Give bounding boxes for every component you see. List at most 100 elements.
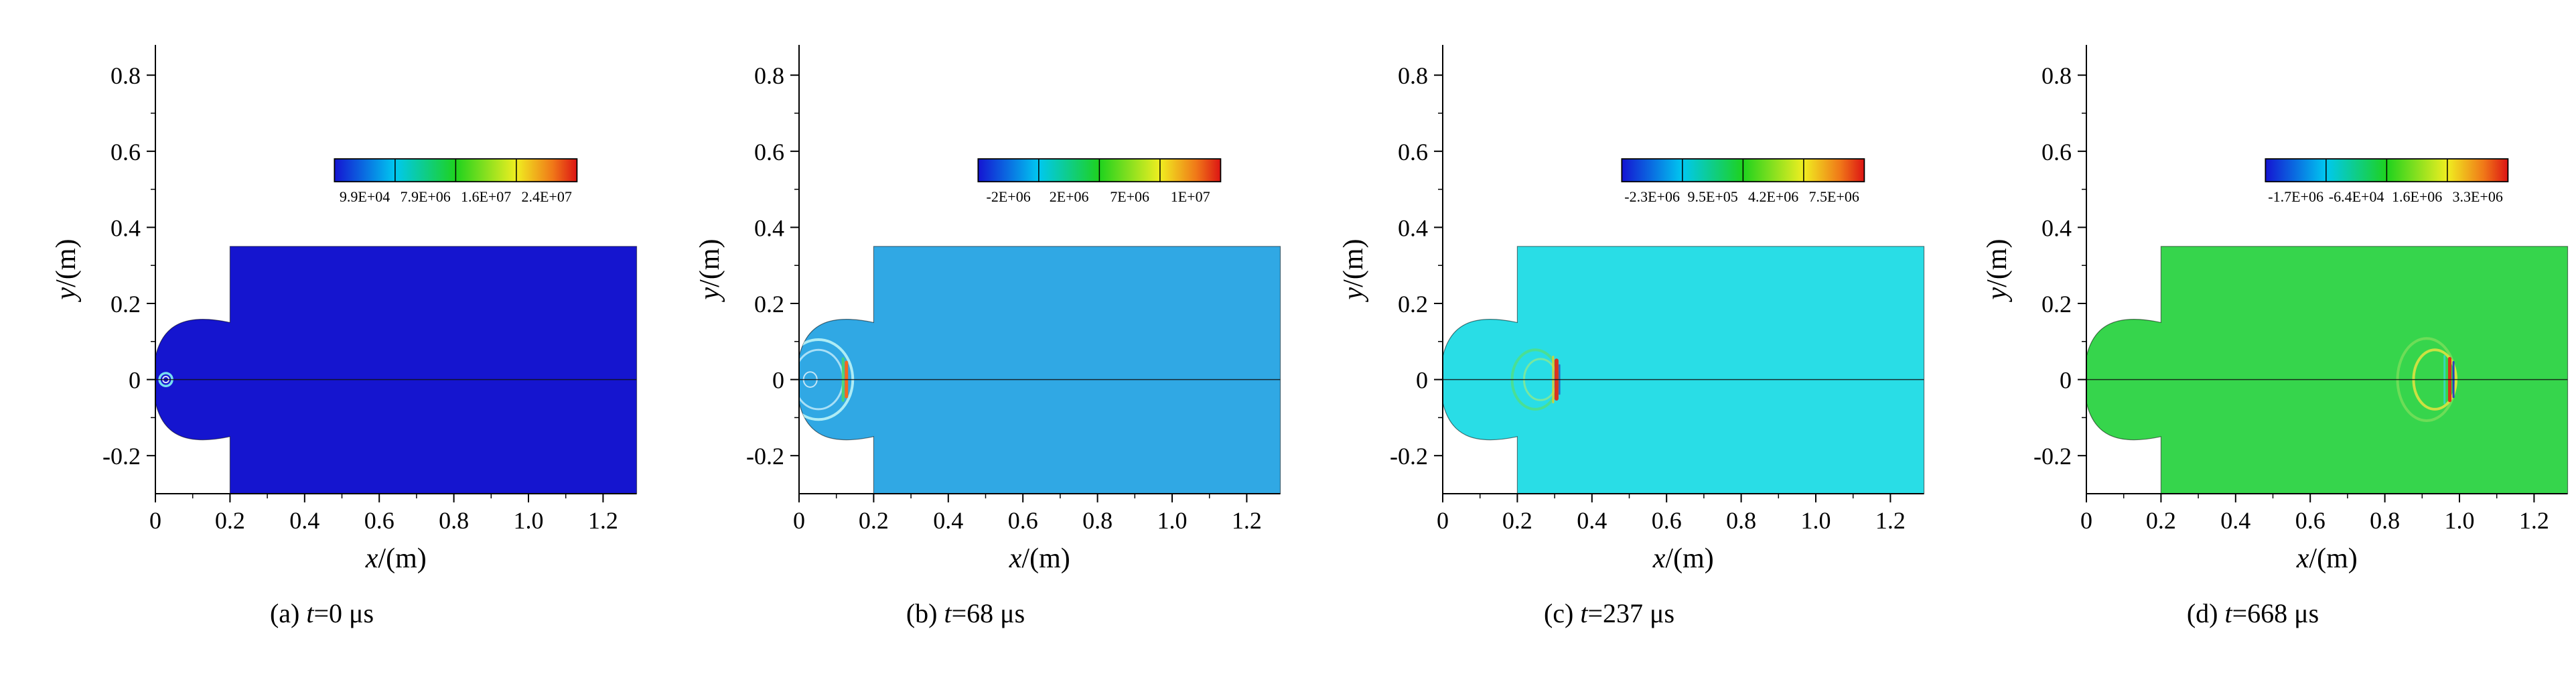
- panel-d: 0 0.2 0.4 0.6 0.8 1.0 1.2 -0.2 0 0.2 0.4 0.6 0.8 x/(m…: [1931, 0, 2575, 629]
- panel-a: 0 0.2 0.4 0.6 0.8 1.0 1.2 -0.2 0 0.2 0.4 0.6 0.8 x/(m…: [0, 0, 644, 629]
- colorbar-tick-label: -2.3E+06: [1624, 188, 1680, 205]
- y-tick-label: 0.8: [111, 62, 141, 89]
- contour-plot-b: 0 0.2 0.4 0.6 0.8 1.0 1.2 -0.2 0 0.2 0.4 0.6 0.8 x/(m…: [695, 45, 1281, 574]
- y-tick-label: 0: [129, 367, 141, 394]
- x-axis-label: x/(m): [1009, 543, 1070, 574]
- y-tick-label: 0.8: [754, 62, 784, 89]
- x-tick-label: 0.6: [1008, 507, 1038, 534]
- x-tick-label: 0.4: [933, 507, 963, 534]
- x-tick-label: 1.0: [1801, 507, 1831, 534]
- colorbar-tick-label: 1.6E+07: [461, 188, 511, 205]
- colorbar-tick-label: 2.4E+07: [521, 188, 571, 205]
- panel-b: 0 0.2 0.4 0.6 0.8 1.0 1.2 -0.2 0 0.2 0.4 0.6 0.8 x/(m…: [644, 0, 1287, 629]
- x-tick-label: 1.2: [2519, 507, 2549, 534]
- y-tick-label: -0.2: [2033, 443, 2072, 470]
- axes: [2086, 45, 2568, 494]
- axes: [798, 45, 1281, 494]
- colorbar: -2E+06 2E+06 7E+06 1E+07: [977, 158, 1222, 205]
- y-tick-label: 0.8: [1398, 62, 1428, 89]
- panel-caption: (a) t=0 μs: [269, 598, 374, 628]
- x-tick-label: 0.2: [859, 507, 889, 534]
- colorbar-tick-label: 7.9E+06: [400, 188, 450, 205]
- x-tick-label: 1.0: [2445, 507, 2475, 534]
- y-axis-label: y/(m): [1338, 239, 1369, 303]
- y-tick-label: 0: [1416, 367, 1428, 394]
- axes: [1442, 45, 1924, 494]
- wave-features: [2086, 337, 2568, 422]
- colorbar-tick-label: -1.7E+06: [2268, 188, 2323, 205]
- axes: [155, 45, 637, 494]
- panel-caption: (c) t=237 μs: [1543, 598, 1675, 628]
- x-tick-label: 1.2: [1232, 507, 1262, 534]
- x-tick-label: 0.8: [1726, 507, 1756, 534]
- colorbar-tick-label: -2E+06: [987, 188, 1031, 205]
- x-tick-label: 0.8: [439, 507, 469, 534]
- x-tick-label: 0.2: [215, 507, 245, 534]
- y-axis-label: y/(m): [51, 239, 82, 303]
- simulation-domain: [798, 246, 1281, 494]
- colorbar-tick-label: 4.2E+06: [1748, 188, 1798, 205]
- x-tick-label: 0.4: [1577, 507, 1607, 534]
- colorbar-tick-label: 9.5E+05: [1687, 188, 1737, 205]
- x-tick-label: 1.0: [1157, 507, 1188, 534]
- x-tick-label: 1.2: [1875, 507, 1906, 534]
- y-tick-label: 0.2: [1398, 291, 1428, 318]
- y-tick-label: 0.4: [111, 214, 141, 241]
- x-tick-label: 0.6: [364, 507, 395, 534]
- y-axis-label: y/(m): [695, 239, 725, 303]
- colorbar-tick-label: 9.9E+04: [340, 188, 390, 205]
- x-tick-label: 1.0: [514, 507, 544, 534]
- colorbar: 9.9E+04 7.9E+06 1.6E+07 2.4E+07: [334, 158, 578, 205]
- y-tick-label: 0.6: [754, 139, 784, 165]
- x-tick-label: 0.8: [1082, 507, 1113, 534]
- y-tick-label: -0.2: [102, 443, 141, 470]
- y-tick-label: -0.2: [746, 443, 784, 470]
- x-axis-label: x/(m): [365, 543, 427, 574]
- x-tick-label: 0: [793, 507, 805, 534]
- x-tick-label: 0: [1437, 507, 1449, 534]
- x-tick-label: 0.8: [2370, 507, 2400, 534]
- colorbar-tick-label: -6.4E+04: [2329, 188, 2384, 205]
- contour-plot-d: 0 0.2 0.4 0.6 0.8 1.0 1.2 -0.2 0 0.2 0.4 0.6 0.8 x/(m…: [1982, 45, 2569, 574]
- wave-features: [1443, 348, 1924, 411]
- y-tick-label: 0.4: [1398, 214, 1428, 241]
- y-tick-label: 0: [772, 367, 784, 394]
- y-tick-label: 0.2: [111, 291, 141, 318]
- x-tick-label: 0.2: [1502, 507, 1532, 534]
- panel-caption: (d) t=668 μs: [2186, 598, 2319, 628]
- x-tick-label: 0.4: [289, 507, 319, 534]
- panel-c: 0 0.2 0.4 0.6 0.8 1.0 1.2 -0.2 0 0.2 0.4 0.6 0.8 x/(m…: [1287, 0, 1931, 629]
- wave-features: [155, 372, 637, 388]
- x-tick-label: 0.6: [2295, 507, 2325, 534]
- x-tick-label: 0.4: [2220, 507, 2250, 534]
- x-tick-label: 1.2: [588, 507, 618, 534]
- colorbar-tick-label: 1.6E+06: [2392, 188, 2442, 205]
- y-tick-label: 0.6: [1398, 139, 1428, 165]
- contour-plot-a: 0 0.2 0.4 0.6 0.8 1.0 1.2 -0.2 0 0.2 0.4 0.6 0.8 x/(m…: [51, 45, 638, 574]
- colorbar-tick-label: 3.3E+06: [2452, 188, 2502, 205]
- y-axis-label: y/(m): [1982, 239, 2013, 303]
- y-tick-label: 0.6: [2042, 139, 2072, 165]
- y-tick-label: 0.2: [754, 291, 784, 318]
- x-tick-label: 0: [149, 507, 161, 534]
- x-tick-label: 0.6: [1652, 507, 1682, 534]
- colorbar-tick-label: 2E+06: [1050, 188, 1089, 205]
- colorbar: -2.3E+06 9.5E+05 4.2E+06 7.5E+06: [1621, 158, 1865, 205]
- y-tick-label: 0.6: [111, 139, 141, 165]
- x-tick-label: 0: [2080, 507, 2092, 534]
- x-axis-label: x/(m): [2296, 543, 2358, 574]
- y-tick-label: 0.4: [754, 214, 784, 241]
- simulation-domain: [1442, 246, 1925, 494]
- colorbar-tick-label: 1E+07: [1171, 188, 1210, 205]
- wave-features: [799, 338, 1281, 421]
- simulation-domain: [2086, 246, 2569, 494]
- x-axis-label: x/(m): [1652, 543, 1714, 574]
- colorbar: -1.7E+06 -6.4E+04 1.6E+06 3.3E+06: [2265, 158, 2509, 205]
- y-tick-label: 0.8: [2042, 62, 2072, 89]
- y-tick-label: -0.2: [1390, 443, 1428, 470]
- panel-caption: (b) t=68 μs: [906, 598, 1025, 628]
- y-tick-label: 0.2: [2042, 291, 2072, 318]
- simulation-domain: [155, 246, 638, 494]
- colorbar-tick-label: 7E+06: [1110, 188, 1149, 205]
